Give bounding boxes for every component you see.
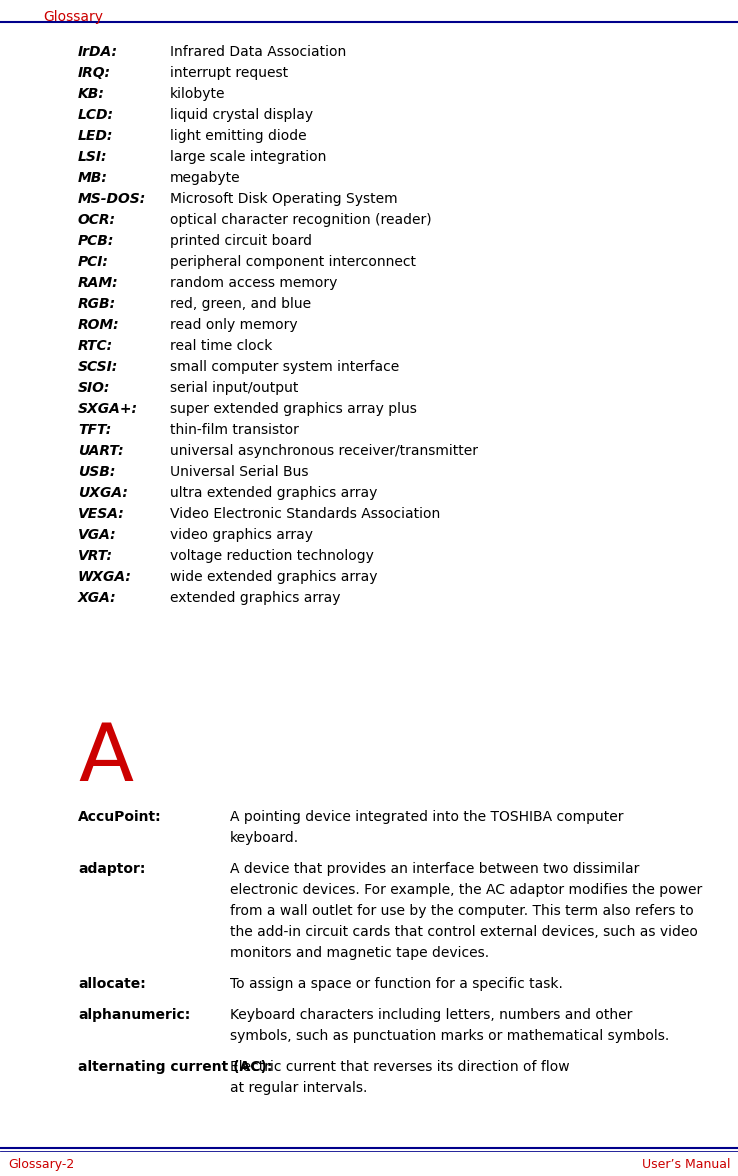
- Text: IRQ:: IRQ:: [78, 66, 111, 80]
- Text: Glossary: Glossary: [43, 11, 103, 24]
- Text: PCB:: PCB:: [78, 234, 114, 248]
- Text: alphanumeric:: alphanumeric:: [78, 1008, 190, 1022]
- Text: SXGA+:: SXGA+:: [78, 402, 138, 416]
- Text: AccuPoint:: AccuPoint:: [78, 810, 162, 824]
- Text: SCSI:: SCSI:: [78, 360, 118, 374]
- Text: PCI:: PCI:: [78, 255, 109, 269]
- Text: A pointing device integrated into the TOSHIBA computer: A pointing device integrated into the TO…: [230, 810, 624, 824]
- Text: red, green, and blue: red, green, and blue: [170, 298, 311, 310]
- Text: LED:: LED:: [78, 129, 114, 143]
- Text: adaptor:: adaptor:: [78, 862, 145, 876]
- Text: light emitting diode: light emitting diode: [170, 129, 306, 143]
- Text: interrupt request: interrupt request: [170, 66, 288, 80]
- Text: LCD:: LCD:: [78, 108, 114, 122]
- Text: printed circuit board: printed circuit board: [170, 234, 312, 248]
- Text: Electric current that reverses its direction of flow: Electric current that reverses its direc…: [230, 1060, 570, 1074]
- Text: real time clock: real time clock: [170, 339, 272, 353]
- Text: alternating current (AC):: alternating current (AC):: [78, 1060, 272, 1074]
- Text: VRT:: VRT:: [78, 549, 113, 563]
- Text: RTC:: RTC:: [78, 339, 113, 353]
- Text: WXGA:: WXGA:: [78, 570, 132, 584]
- Text: symbols, such as punctuation marks or mathematical symbols.: symbols, such as punctuation marks or ma…: [230, 1029, 669, 1043]
- Text: wide extended graphics array: wide extended graphics array: [170, 570, 378, 584]
- Text: SIO:: SIO:: [78, 381, 111, 395]
- Text: MS-DOS:: MS-DOS:: [78, 192, 146, 206]
- Text: XGA:: XGA:: [78, 592, 117, 604]
- Text: liquid crystal display: liquid crystal display: [170, 108, 313, 122]
- Text: Video Electronic Standards Association: Video Electronic Standards Association: [170, 507, 441, 521]
- Text: video graphics array: video graphics array: [170, 528, 313, 542]
- Text: Infrared Data Association: Infrared Data Association: [170, 45, 346, 59]
- Text: ROM:: ROM:: [78, 318, 120, 332]
- Text: optical character recognition (reader): optical character recognition (reader): [170, 213, 432, 227]
- Text: random access memory: random access memory: [170, 276, 337, 290]
- Text: VESA:: VESA:: [78, 507, 125, 521]
- Text: RGB:: RGB:: [78, 298, 116, 310]
- Text: peripheral component interconnect: peripheral component interconnect: [170, 255, 416, 269]
- Text: super extended graphics array plus: super extended graphics array plus: [170, 402, 417, 416]
- Text: serial input/output: serial input/output: [170, 381, 298, 395]
- Text: IrDA:: IrDA:: [78, 45, 118, 59]
- Text: extended graphics array: extended graphics array: [170, 592, 340, 604]
- Text: keyboard.: keyboard.: [230, 831, 299, 846]
- Text: large scale integration: large scale integration: [170, 151, 326, 163]
- Text: thin-film transistor: thin-film transistor: [170, 423, 299, 437]
- Text: small computer system interface: small computer system interface: [170, 360, 399, 374]
- Text: USB:: USB:: [78, 465, 115, 479]
- Text: megabyte: megabyte: [170, 171, 241, 185]
- Text: User’s Manual: User’s Manual: [641, 1158, 730, 1171]
- Text: read only memory: read only memory: [170, 318, 297, 332]
- Text: the add-in circuit cards that control external devices, such as video: the add-in circuit cards that control ex…: [230, 926, 698, 938]
- Text: Microsoft Disk Operating System: Microsoft Disk Operating System: [170, 192, 398, 206]
- Text: RAM:: RAM:: [78, 276, 119, 290]
- Text: universal asynchronous receiver/transmitter: universal asynchronous receiver/transmit…: [170, 445, 478, 457]
- Text: voltage reduction technology: voltage reduction technology: [170, 549, 374, 563]
- Text: monitors and magnetic tape devices.: monitors and magnetic tape devices.: [230, 946, 489, 960]
- Text: A device that provides an interface between two dissimilar: A device that provides an interface betw…: [230, 862, 639, 876]
- Text: Keyboard characters including letters, numbers and other: Keyboard characters including letters, n…: [230, 1008, 632, 1022]
- Text: kilobyte: kilobyte: [170, 87, 226, 101]
- Text: ultra extended graphics array: ultra extended graphics array: [170, 486, 377, 500]
- Text: electronic devices. For example, the AC adaptor modifies the power: electronic devices. For example, the AC …: [230, 883, 703, 897]
- Text: allocate:: allocate:: [78, 977, 145, 991]
- Text: UXGA:: UXGA:: [78, 486, 128, 500]
- Text: LSI:: LSI:: [78, 151, 108, 163]
- Text: UART:: UART:: [78, 445, 124, 457]
- Text: MB:: MB:: [78, 171, 108, 185]
- Text: To assign a space or function for a specific task.: To assign a space or function for a spec…: [230, 977, 563, 991]
- Text: OCR:: OCR:: [78, 213, 116, 227]
- Text: Universal Serial Bus: Universal Serial Bus: [170, 465, 308, 479]
- Text: VGA:: VGA:: [78, 528, 117, 542]
- Text: at regular intervals.: at regular intervals.: [230, 1081, 368, 1095]
- Text: TFT:: TFT:: [78, 423, 111, 437]
- Text: Glossary-2: Glossary-2: [8, 1158, 75, 1171]
- Text: KB:: KB:: [78, 87, 105, 101]
- Text: from a wall outlet for use by the computer. This term also refers to: from a wall outlet for use by the comput…: [230, 904, 694, 918]
- Text: A: A: [78, 720, 133, 799]
